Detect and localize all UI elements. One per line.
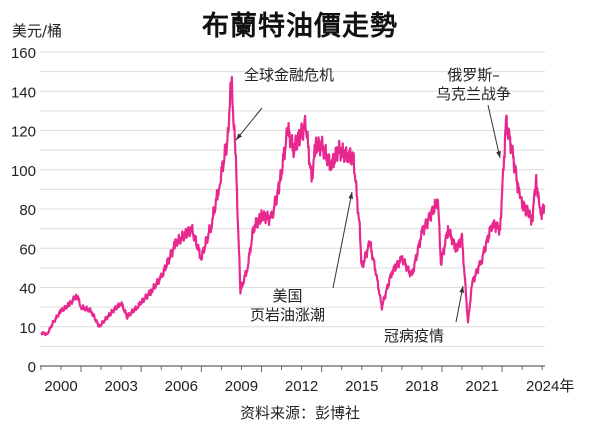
annotation-covid: 冠病疫情 xyxy=(384,327,445,345)
annotation-pointer xyxy=(235,107,263,141)
annotation-pointer xyxy=(332,191,353,289)
y-tick-label: 10 xyxy=(19,320,36,337)
y-tick-label: 0 xyxy=(28,359,36,376)
arrowhead-icon xyxy=(348,192,354,199)
annotation-financial-crisis: 全球金融危机 xyxy=(244,66,335,84)
y-tick-label: 160 xyxy=(11,45,36,62)
arrowhead-icon xyxy=(496,151,501,158)
y-tick-label: 40 xyxy=(19,281,36,298)
y-tick-label: 100 xyxy=(11,163,36,180)
arrowhead-icon xyxy=(459,286,465,293)
y-tick-label: 120 xyxy=(11,124,36,141)
x-tick-label: 2018 xyxy=(405,378,438,395)
x-tick-label: 2015 xyxy=(345,378,378,395)
y-tick-label: 60 xyxy=(19,241,36,258)
y-tick-label: 140 xyxy=(11,84,36,101)
annotation-russia-ukraine-war: 俄罗斯– 乌克兰战争 xyxy=(436,66,512,103)
x-tick-label: 2012 xyxy=(285,378,318,395)
price-line xyxy=(40,75,546,337)
annotation-pointer xyxy=(487,104,501,159)
x-tick-label: 2003 xyxy=(104,378,137,395)
x-tick-label: 2009 xyxy=(225,378,258,395)
x-tick-label: 2000 xyxy=(44,378,77,395)
y-tick-label: 80 xyxy=(19,202,36,219)
x-tick-label: 2024年 xyxy=(526,378,574,395)
chart-title: 布蘭特油價走勢 xyxy=(202,11,398,42)
y-axis-label: 美元/桶 xyxy=(12,22,63,40)
x-tick-label: 2021 xyxy=(465,378,498,395)
x-tick-label: 2006 xyxy=(165,378,198,395)
annotation-us-shale: 美国 页岩油涨潮 xyxy=(250,287,326,324)
arrowhead-icon xyxy=(236,133,243,140)
source-note: 资料来源：彭博社 xyxy=(239,404,360,422)
